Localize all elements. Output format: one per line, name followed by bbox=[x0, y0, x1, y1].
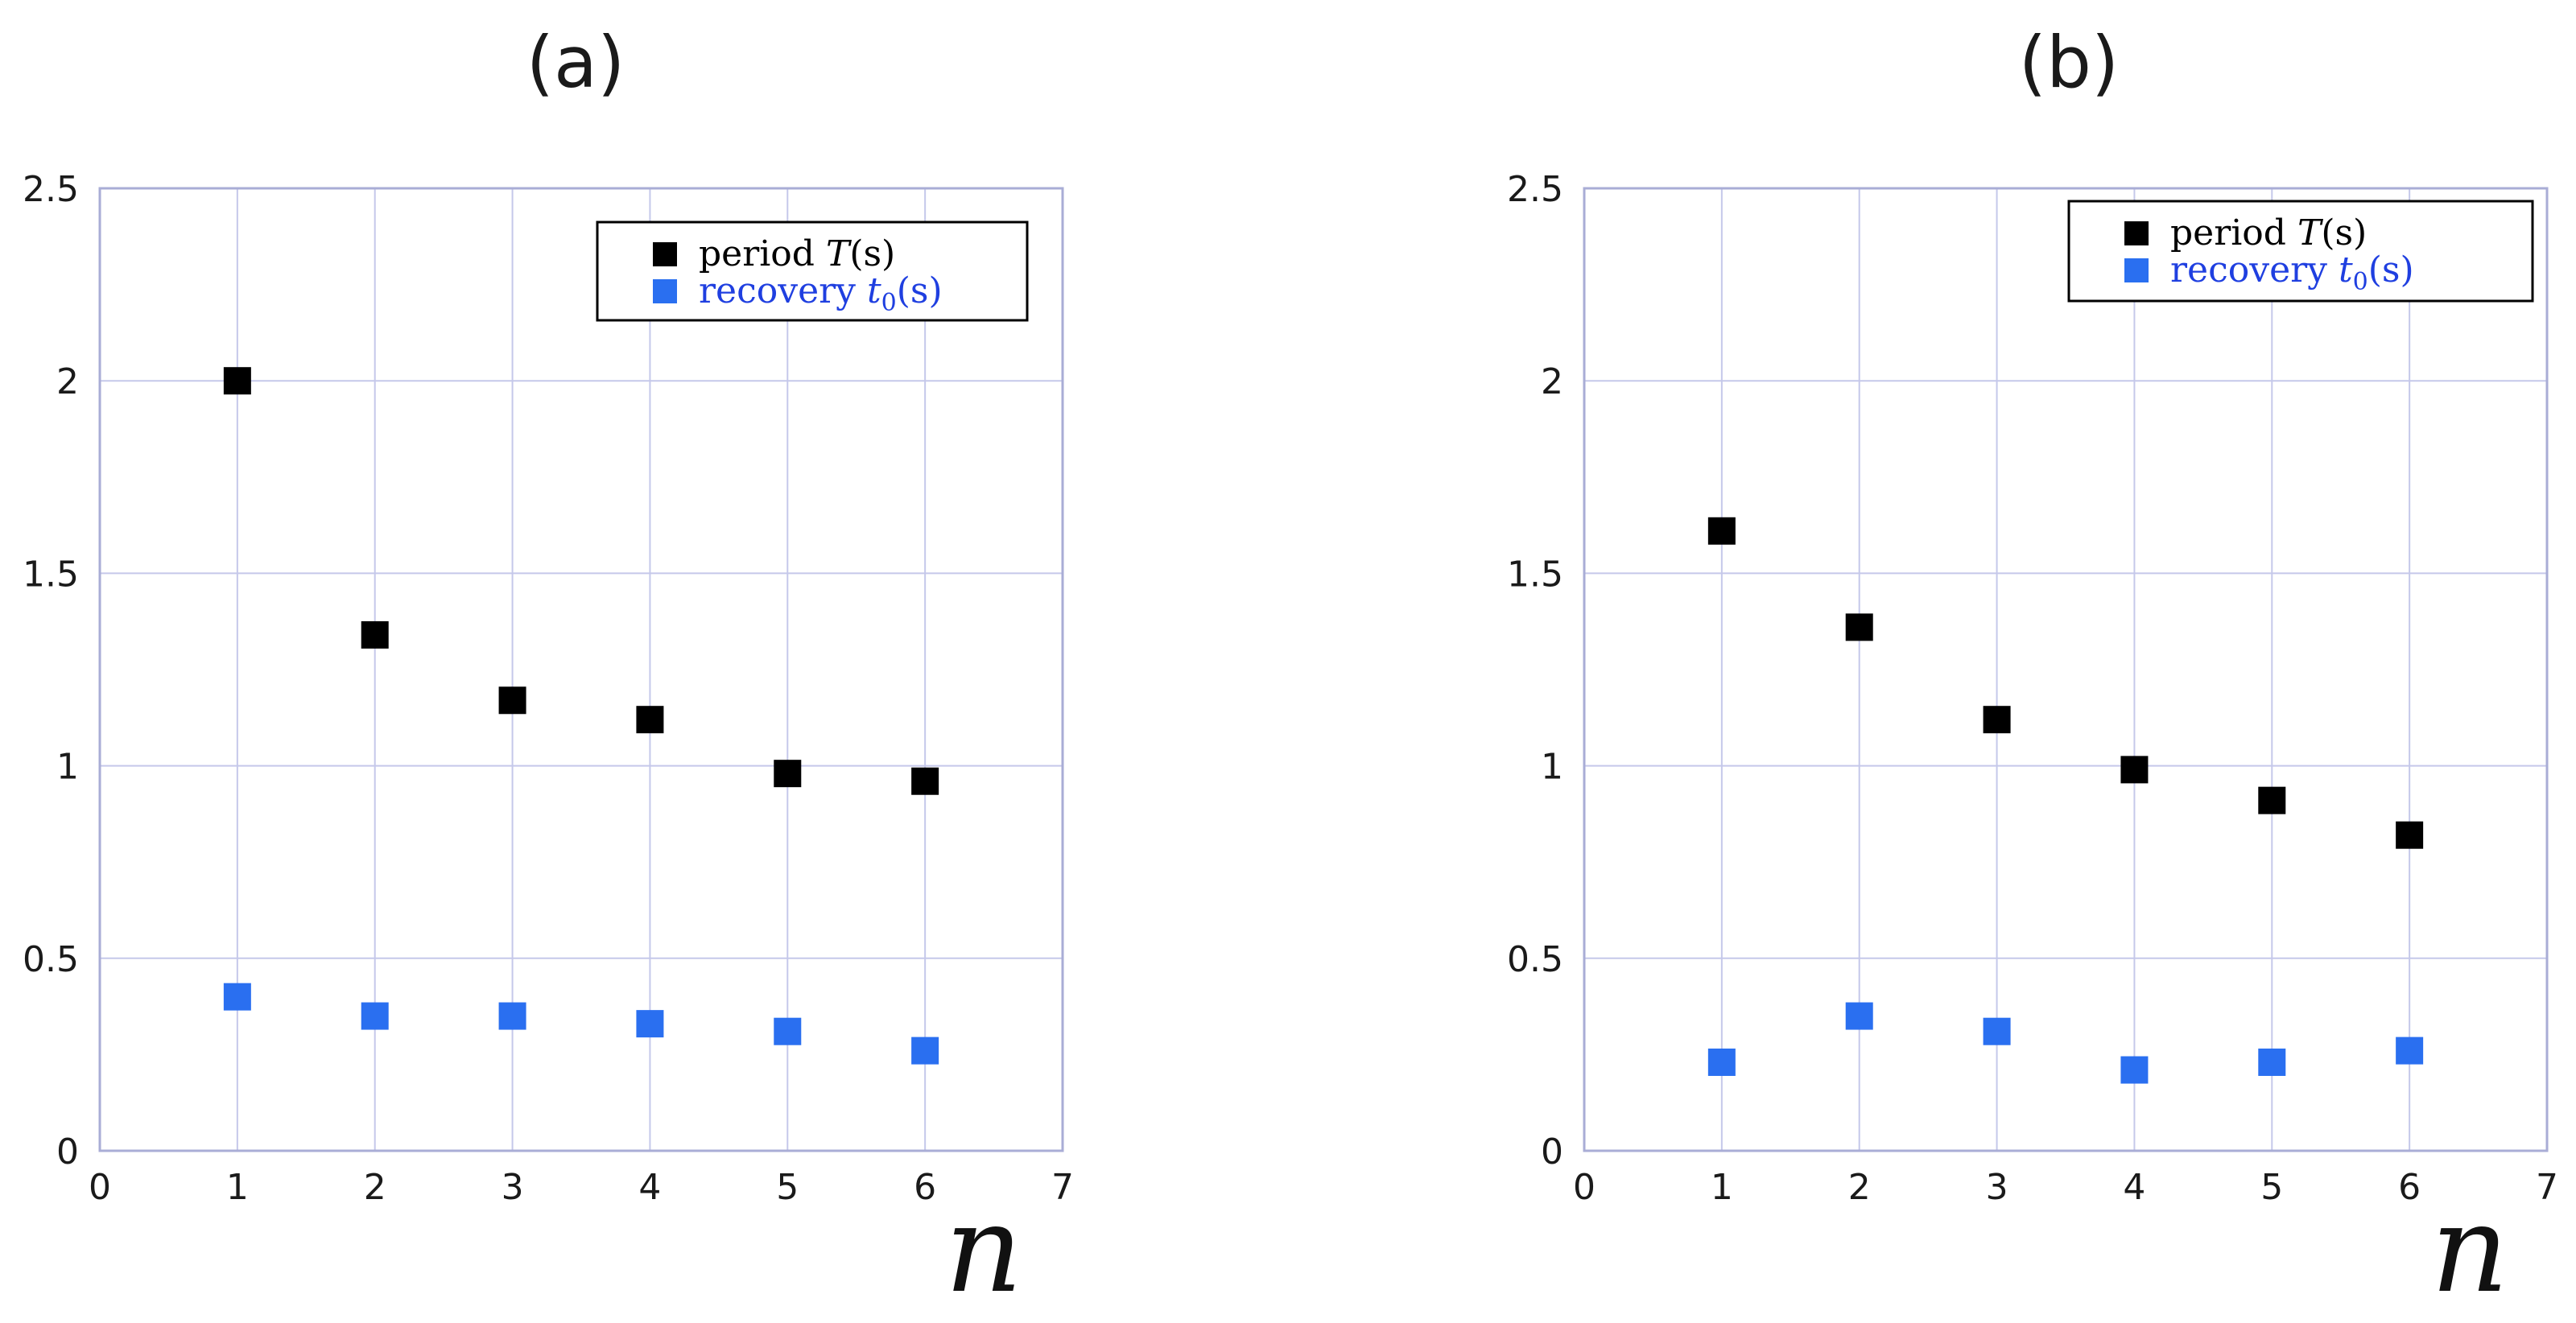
plot-frame bbox=[1583, 187, 2549, 1152]
x-tick-label: 1 bbox=[1711, 1167, 1733, 1208]
y-tick-label: 2 bbox=[56, 361, 79, 402]
period-point bbox=[636, 706, 664, 734]
x-tick-label: 0 bbox=[1573, 1167, 1596, 1208]
y-tick-label: 0 bbox=[1541, 1131, 1563, 1173]
legend: period T(s)recovery t0(s) bbox=[2067, 200, 2534, 303]
legend-swatch bbox=[2124, 258, 2149, 282]
x-tick-label: 2 bbox=[364, 1167, 386, 1208]
x-tick-label: 5 bbox=[776, 1167, 799, 1208]
recovery-point bbox=[911, 1037, 939, 1065]
plot-frame bbox=[98, 187, 1064, 1152]
period-point bbox=[1707, 517, 1736, 545]
x-tick-label: 2 bbox=[1848, 1167, 1871, 1208]
x-tick-label: 3 bbox=[1986, 1167, 2008, 1208]
period-point bbox=[1983, 706, 2011, 734]
recovery-point bbox=[774, 1017, 802, 1045]
x-tick-label: 0 bbox=[89, 1167, 111, 1208]
recovery-point bbox=[2396, 1037, 2424, 1065]
chart-panel-a: 0 1 2 3 4 5 6 7 0 0.5 1 1.5 2 2.5 (a) n period T(s)recov… bbox=[23, 21, 1074, 1320]
period-point bbox=[2120, 756, 2149, 784]
recovery-point bbox=[1983, 1017, 2011, 1045]
y-tick-label: 1.5 bbox=[23, 554, 79, 595]
recovery-point bbox=[1707, 1048, 1736, 1076]
y-tick-label: 0.5 bbox=[23, 939, 79, 980]
x-tick-label: 7 bbox=[1051, 1167, 1074, 1208]
period-point bbox=[2258, 786, 2286, 814]
y-tick-label: 0.5 bbox=[1507, 939, 1563, 980]
recovery-point bbox=[2258, 1048, 2286, 1076]
period-point bbox=[498, 686, 526, 715]
y-tick-label: 2 bbox=[1541, 361, 1563, 402]
legend-box bbox=[2067, 200, 2534, 303]
panel-title: (b) bbox=[2019, 21, 2120, 104]
x-axis-label: n bbox=[2431, 1180, 2509, 1320]
recovery-point bbox=[498, 1002, 526, 1030]
legend-entry: period T(s) bbox=[699, 233, 895, 274]
recovery-point bbox=[223, 983, 251, 1011]
legend: period T(s)recovery t0(s) bbox=[596, 220, 1029, 322]
legend-swatch bbox=[653, 242, 677, 266]
legend-swatch bbox=[653, 279, 677, 303]
y-tick-label: 1.5 bbox=[1507, 554, 1563, 595]
period-point bbox=[2396, 821, 2424, 849]
x-tick-label: 4 bbox=[638, 1167, 661, 1208]
y-tick-label: 1 bbox=[56, 747, 79, 788]
x-tick-label: 1 bbox=[226, 1167, 249, 1208]
x-tick-label: 7 bbox=[2536, 1167, 2558, 1208]
legend-swatch bbox=[2124, 221, 2149, 245]
period-point bbox=[1845, 613, 1873, 641]
y-tick-label: 2.5 bbox=[23, 169, 79, 210]
legend-entry: recovery t0(s) bbox=[699, 270, 943, 317]
x-axis-label: n bbox=[945, 1180, 1023, 1320]
legend-entry: recovery t0(s) bbox=[2170, 249, 2414, 296]
period-point bbox=[223, 367, 251, 395]
period-point bbox=[774, 760, 802, 788]
x-tick-label: 3 bbox=[502, 1167, 524, 1208]
x-tick-label: 4 bbox=[2123, 1167, 2145, 1208]
panel-title: (a) bbox=[526, 21, 625, 104]
y-tick-label: 2.5 bbox=[1507, 169, 1563, 210]
x-tick-label: 5 bbox=[2260, 1167, 2283, 1208]
legend-box bbox=[596, 220, 1029, 322]
chart-panel-b: 0 1 2 3 4 5 6 7 0 0.5 1 1.5 2 2.5 (b) n period T(s)recov… bbox=[1507, 21, 2558, 1320]
recovery-point bbox=[361, 1002, 389, 1030]
x-tick-label: 6 bbox=[2398, 1167, 2421, 1208]
y-tick-label: 0 bbox=[56, 1131, 79, 1173]
x-tick-label: 6 bbox=[914, 1167, 936, 1208]
recovery-point bbox=[636, 1010, 664, 1038]
recovery-point bbox=[2120, 1056, 2149, 1084]
recovery-point bbox=[1845, 1002, 1873, 1030]
y-tick-label: 1 bbox=[1541, 747, 1563, 788]
legend-entry: period T(s) bbox=[2170, 212, 2367, 253]
period-point bbox=[361, 620, 389, 649]
period-point bbox=[911, 767, 939, 795]
